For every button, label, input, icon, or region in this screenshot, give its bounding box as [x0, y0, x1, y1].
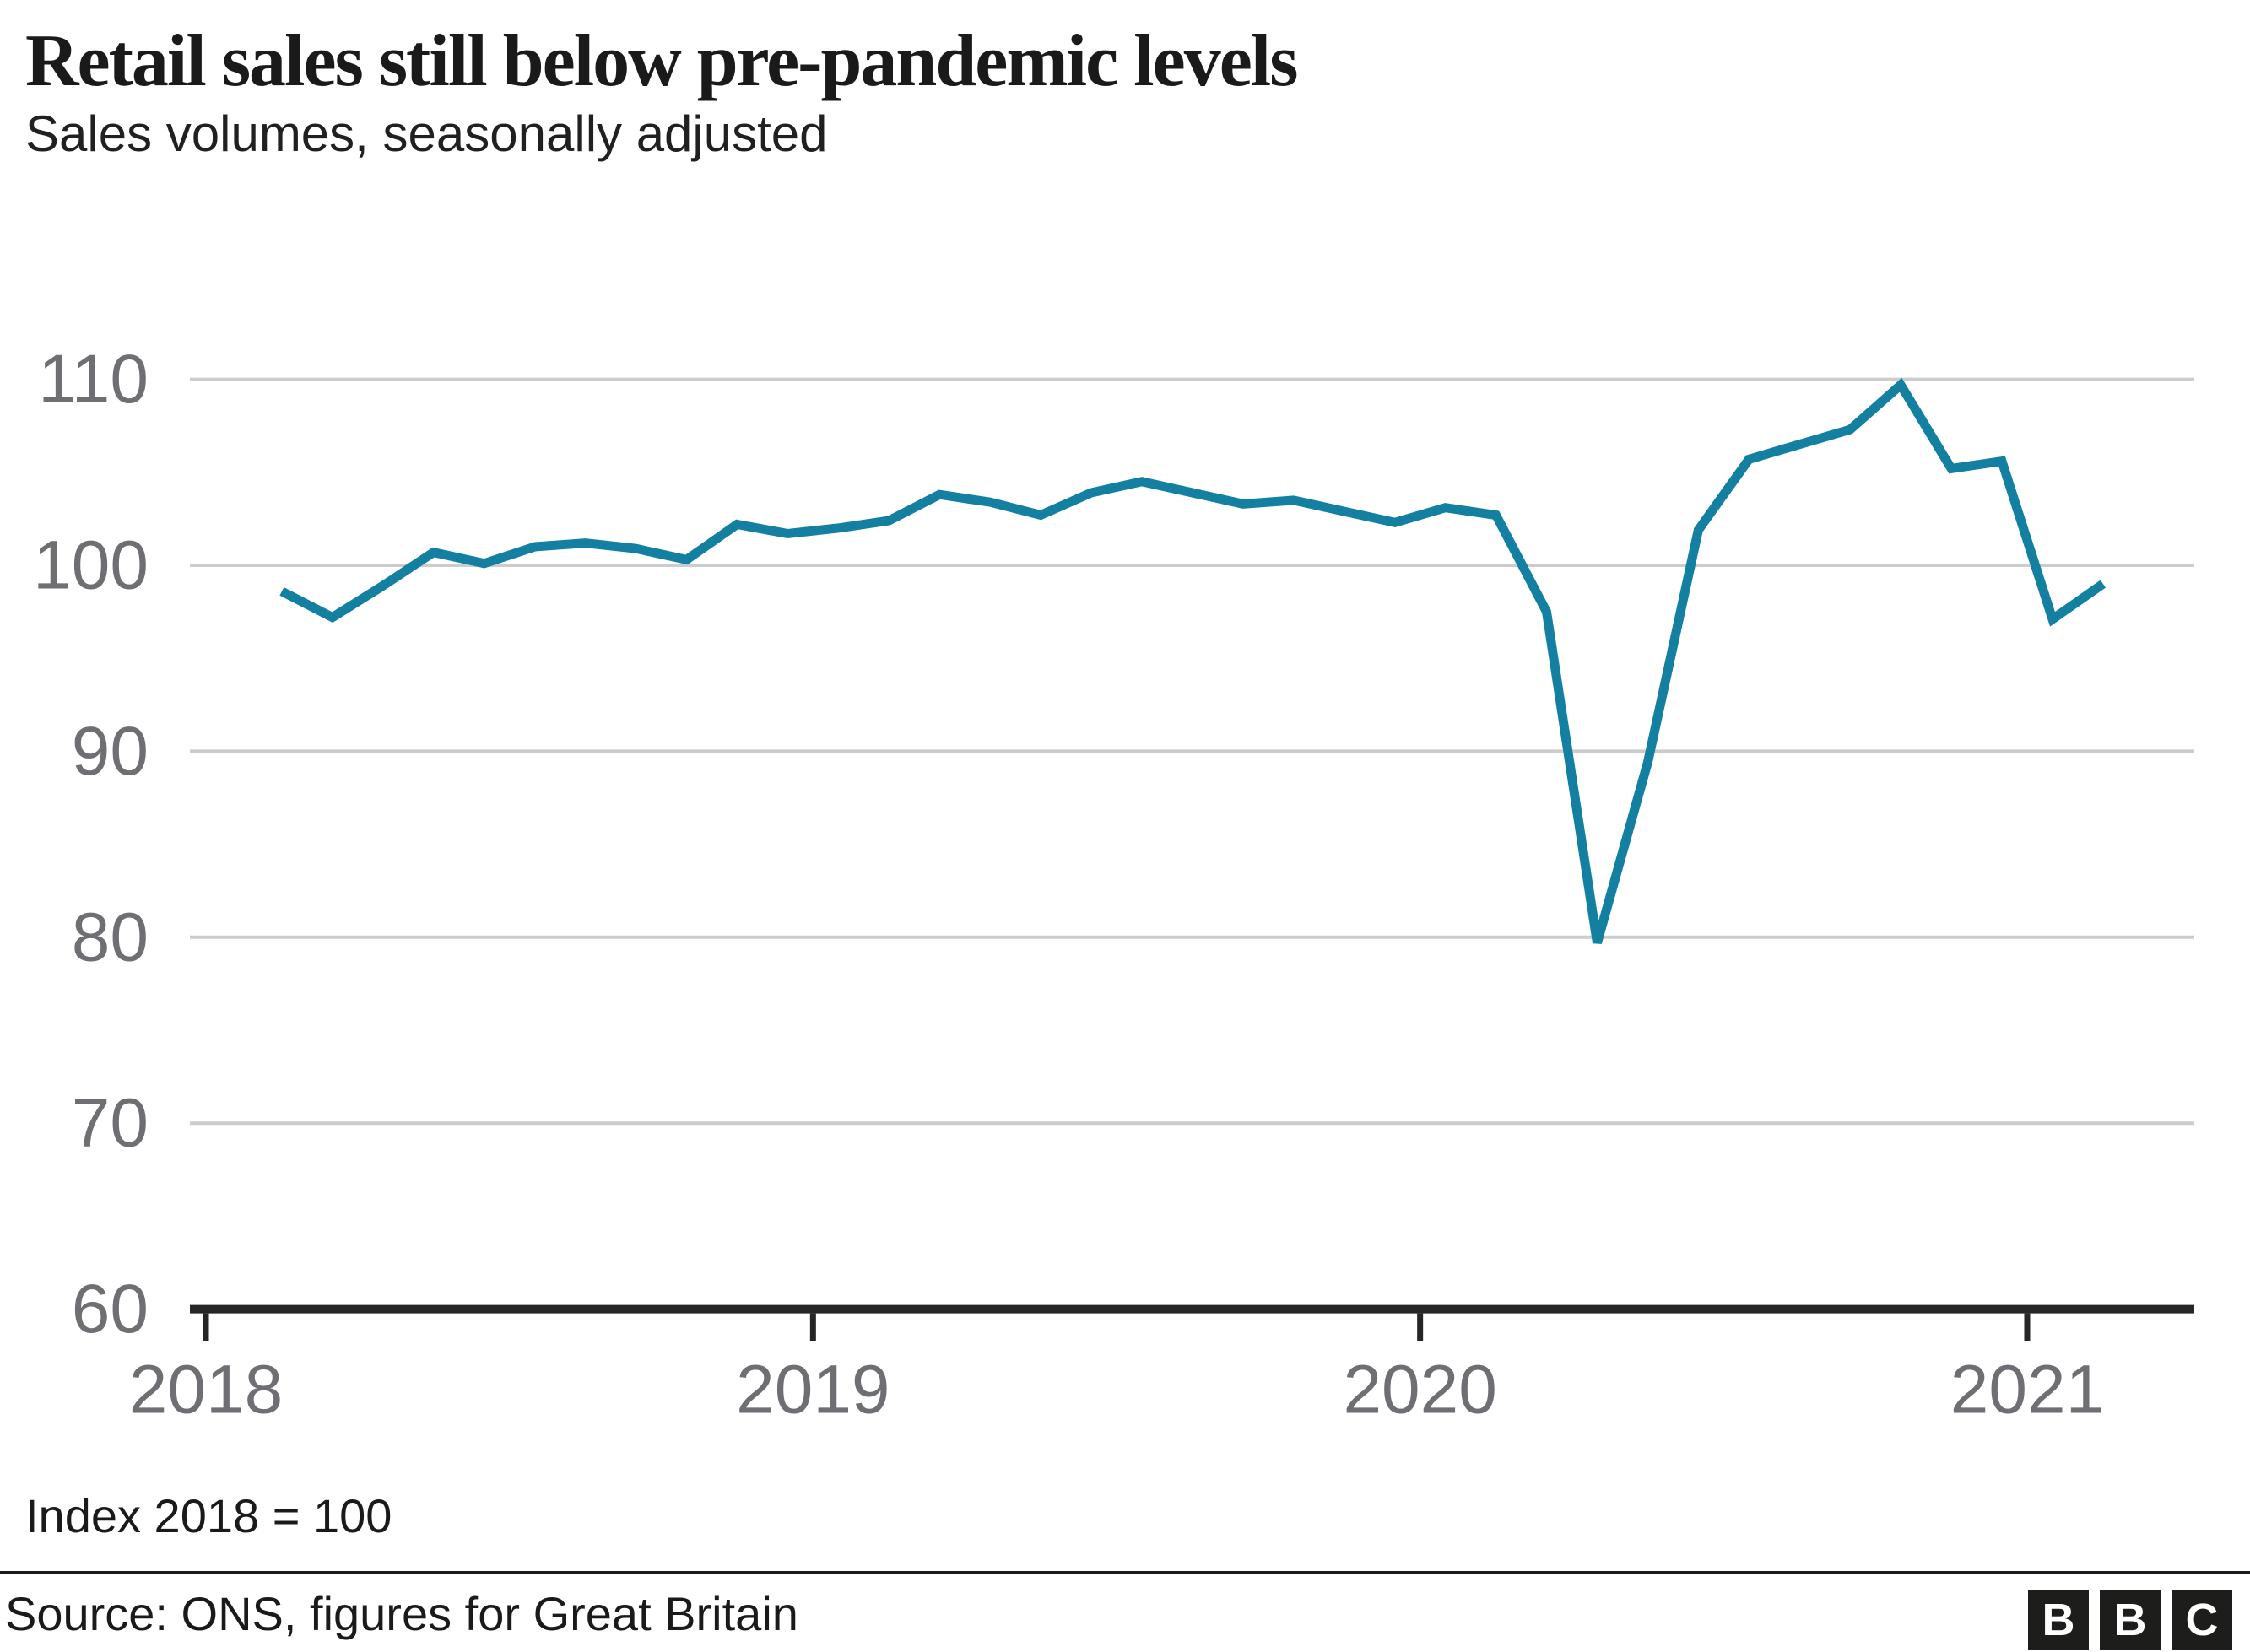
y-tick-label-110: 110 — [38, 341, 149, 418]
x-tick-label-2021: 2021 — [1950, 1351, 2104, 1428]
x-tick-label-2020: 2020 — [1343, 1351, 1496, 1428]
bbc-logo-letter: C — [2185, 1595, 2219, 1645]
y-tick-label-80: 80 — [72, 899, 149, 975]
chart-title: Retail sales still below pre-pandemic le… — [25, 20, 1298, 102]
bbc-logo-letter: B — [2113, 1595, 2147, 1645]
bbc-logo-letter: B — [2042, 1595, 2075, 1645]
index-base-note: Index 2018 = 100 — [25, 1489, 392, 1542]
chart-subtitle: Sales volumes, seasonally adjusted — [25, 105, 828, 162]
source-text: Source: ONS, figures for Great Britain — [5, 1587, 798, 1640]
footer-divider — [0, 1571, 2250, 1574]
bbc-logo-block-1: B — [2028, 1590, 2089, 1650]
x-tick-label-2018: 2018 — [129, 1351, 283, 1428]
bbc-logo-block-3: C — [2172, 1590, 2232, 1650]
bbc-logo-block-2: B — [2100, 1590, 2161, 1650]
x-tick-label-2019: 2019 — [736, 1351, 890, 1428]
retail-sales-series-line — [279, 377, 2107, 944]
y-tick-label-70: 70 — [72, 1085, 149, 1162]
y-tick-label-100: 100 — [33, 527, 149, 604]
y-tick-label-60: 60 — [72, 1271, 149, 1347]
y-tick-label-90: 90 — [72, 713, 149, 790]
